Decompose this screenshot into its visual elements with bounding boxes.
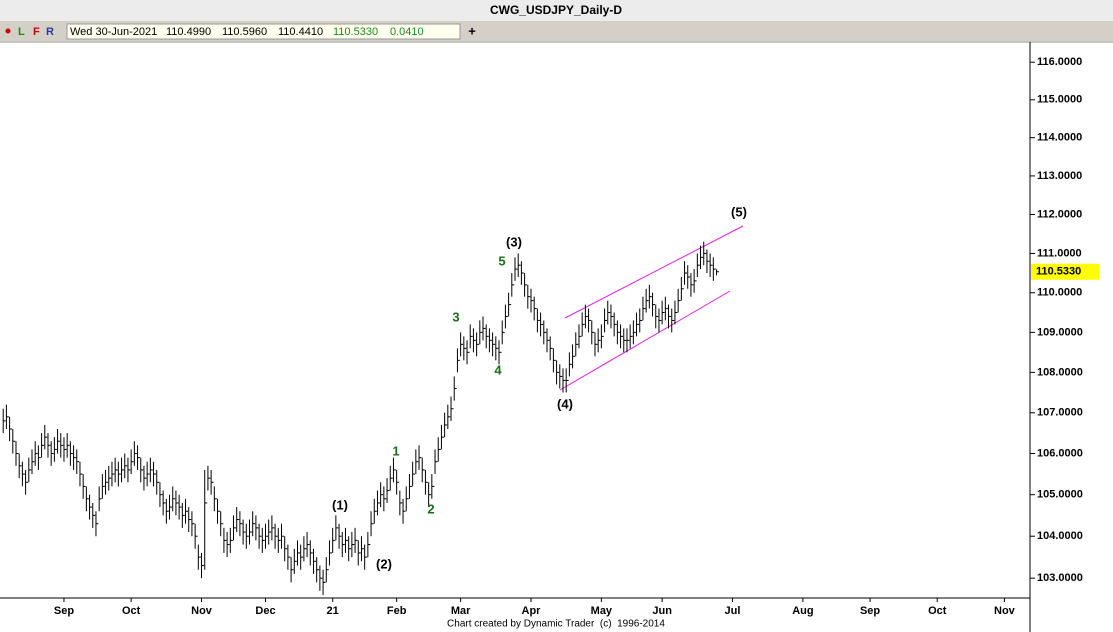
- y-tick-label: 105.0000: [1037, 489, 1083, 501]
- y-tick-label: 116.0000: [1037, 56, 1082, 68]
- title-bar: [0, 0, 1113, 21]
- bar-open: 110.4990: [166, 26, 211, 38]
- wave-label: (4): [557, 396, 573, 411]
- x-tick-label: May: [591, 605, 613, 617]
- last-price-box: [1031, 263, 1099, 280]
- x-tick-label: Jun: [652, 605, 672, 617]
- y-tick-label: 112.0000: [1037, 208, 1082, 220]
- x-tick-label: Apr: [522, 605, 542, 617]
- x-tick-label: Aug: [792, 605, 813, 617]
- wave-label: (1): [332, 497, 348, 512]
- channel-upper: [564, 225, 744, 319]
- x-tick-label: Feb: [387, 605, 407, 617]
- y-tick-label: 110.0000: [1037, 287, 1082, 299]
- x-tick-label: 21: [327, 605, 339, 617]
- bar-date: Wed 30-Jun-2021: [70, 26, 157, 38]
- y-tick-label: 111.0000: [1037, 247, 1082, 259]
- bar-change: 0.0410: [390, 26, 424, 38]
- wave-label: 1: [392, 443, 399, 458]
- footer: Chart created by Dynamic Trader (c) 1996…: [447, 619, 665, 630]
- x-tick-label: Nov: [994, 605, 1016, 617]
- toolbar-button[interactable]: R: [46, 26, 54, 38]
- y-tick-label: 115.0000: [1037, 94, 1082, 106]
- window-title: CWG_USDJPY_Daily-D: [490, 3, 622, 17]
- x-tick-label: Oct: [928, 605, 947, 617]
- x-tick-label: Oct: [122, 605, 141, 617]
- status-dot: [5, 28, 11, 34]
- bar-low: 110.4410: [278, 26, 323, 38]
- bar-high: 110.5960: [222, 26, 267, 38]
- x-tick-label: Dec: [255, 605, 275, 617]
- x-tick-label: Jul: [725, 605, 741, 617]
- x-tick-label: Nov: [191, 605, 213, 617]
- last-price-label: 110.5330: [1036, 266, 1081, 278]
- y-tick-label: 107.0000: [1037, 407, 1083, 419]
- x-tick-label: Sep: [860, 605, 880, 617]
- y-tick-label: 108.0000: [1037, 366, 1083, 378]
- toolbar-button[interactable]: F: [33, 26, 40, 38]
- y-tick-label: 106.0000: [1037, 447, 1083, 459]
- wave-label: 4: [494, 362, 502, 377]
- toolbar-button[interactable]: L: [18, 26, 25, 38]
- wave-label: (5): [731, 204, 747, 219]
- y-tick-label: 113.0000: [1037, 170, 1082, 182]
- wave-label: 2: [427, 501, 434, 516]
- y-tick-label: 104.0000: [1037, 530, 1083, 542]
- x-tick-label: Mar: [451, 605, 471, 617]
- wave-label: 5: [498, 253, 505, 268]
- y-tick-label: 114.0000: [1037, 132, 1082, 144]
- data-box: [66, 23, 461, 40]
- bar-close: 110.5330: [333, 26, 378, 38]
- wave-label: 3: [452, 309, 459, 324]
- channel-lower: [559, 290, 731, 391]
- y-tick-label: 109.0000: [1037, 326, 1083, 338]
- x-tick-label: Sep: [54, 605, 74, 617]
- add-button[interactable]: +: [468, 23, 476, 38]
- y-tick-label: 103.0000: [1037, 572, 1083, 584]
- wave-label: (3): [506, 234, 522, 249]
- wave-label: (2): [376, 556, 392, 571]
